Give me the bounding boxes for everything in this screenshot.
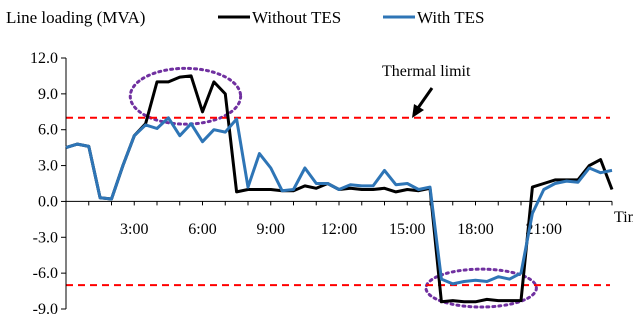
y-tick-label: 12.0 (30, 50, 58, 67)
y-tick-label: -3.0 (33, 229, 58, 246)
series-line-with-tes (65, 116, 613, 286)
chart-title: Line loading (MVA) (6, 8, 145, 27)
y-tick-label: 9.0 (38, 86, 58, 103)
thermal-limit-lines (66, 116, 610, 287)
legend-label: Without TES (252, 8, 341, 27)
x-tick-label: 9:00 (257, 221, 285, 238)
y-tick-label: 3.0 (38, 158, 58, 175)
x-tick-label: 3:00 (120, 221, 148, 238)
thermal-limit-arrow (416, 87, 434, 109)
y-tick-label: -9.0 (33, 301, 58, 318)
highlight-ellipse (128, 66, 243, 126)
thermal-limit-label: Thermal limit (382, 63, 471, 80)
y-tick-label: 0.0 (38, 193, 58, 210)
x-tick-label: 18:00 (457, 221, 493, 238)
x-tick-label: 15:00 (389, 221, 425, 238)
x-tick-label: 12:00 (321, 221, 357, 238)
axes: 12.0 9.0 6.0 3.0 0.0 -3.0 -6.0 -9.0 3:00 6:00 9:00… (30, 50, 613, 318)
y-tick-label: -6.0 (33, 265, 58, 282)
thermal-limit-arrowhead (412, 104, 424, 118)
x-tick-label: 21:00 (526, 221, 562, 238)
highlight-ellipses (128, 66, 538, 309)
data-series (65, 74, 614, 304)
legend-label: With TES (417, 8, 484, 27)
legend: Without TES With TES (218, 8, 484, 27)
x-tick-label: 6:00 (188, 221, 216, 238)
highlight-ellipse (424, 267, 538, 309)
y-tick-label: 6.0 (38, 122, 58, 139)
annotations: Thermal limit (382, 63, 471, 118)
x-axis-label: Time (614, 209, 633, 226)
